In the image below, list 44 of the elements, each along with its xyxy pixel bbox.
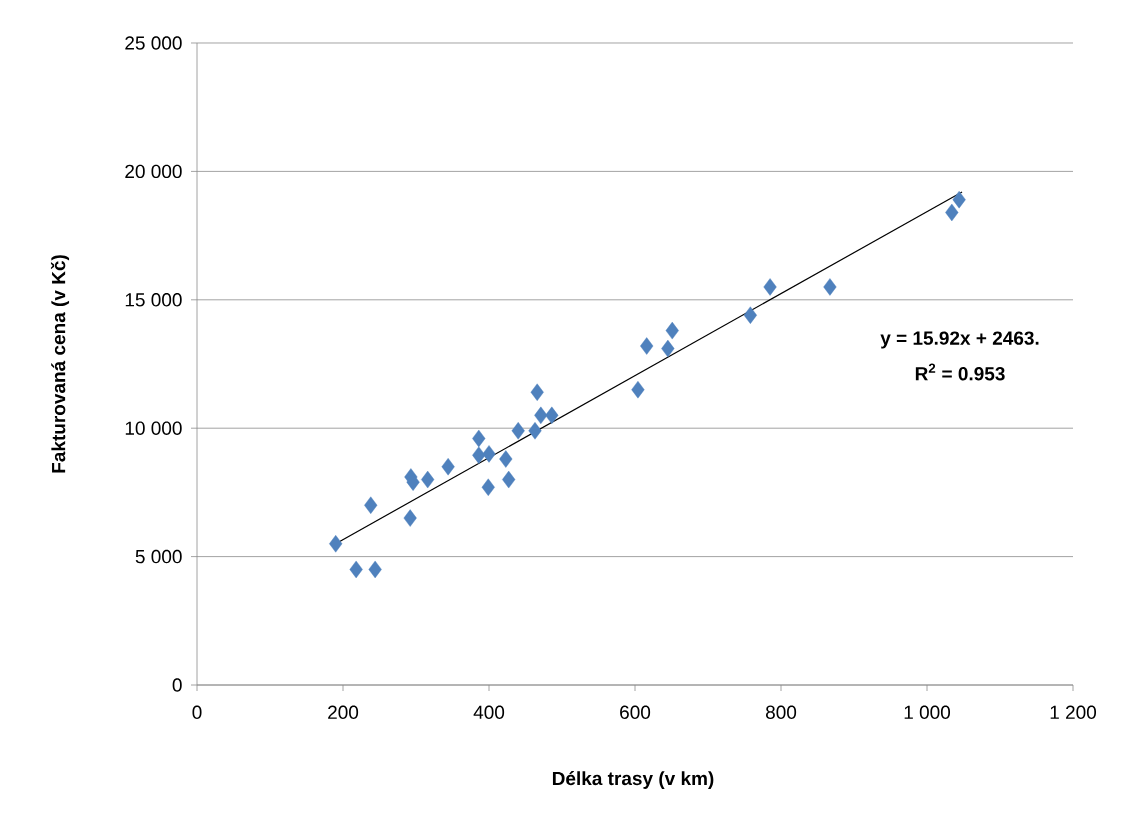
point [545, 406, 559, 425]
point [502, 470, 516, 489]
point [631, 380, 645, 399]
point [661, 339, 675, 358]
point [472, 446, 486, 464]
point [743, 306, 757, 324]
x-axis-title: Délka trasy (v km) [552, 771, 714, 789]
x-tick-label: 800 [765, 705, 797, 719]
y-tick-label: 10 000 [125, 421, 182, 435]
point [364, 496, 378, 514]
y-tick-label: 25 000 [125, 36, 182, 50]
point [952, 190, 966, 209]
x-tick-label: 200 [328, 705, 359, 719]
x-tick-label: 0 [192, 705, 202, 719]
y-tick-label: 20 000 [125, 164, 182, 179]
point [481, 478, 495, 496]
point [441, 458, 455, 476]
point [368, 560, 382, 579]
point [349, 560, 363, 579]
point [482, 445, 496, 463]
y-axis-title: Fakturovaná cena (v Kč) [50, 255, 70, 473]
point [640, 337, 654, 355]
point [472, 429, 486, 448]
y-tick-label: 15 000 [125, 293, 182, 307]
y-tick-label: 5 000 [135, 549, 182, 564]
annotation: R$^{2}$ = 0.953 [915, 363, 1005, 381]
annotation: y = 15.92x + 2463. [880, 331, 1039, 349]
point [763, 278, 777, 296]
point [665, 321, 679, 340]
point [499, 450, 513, 468]
point [528, 422, 542, 440]
x-tick-label: 600 [620, 705, 651, 719]
x-tick-label: 1 000 [904, 705, 951, 719]
point [329, 535, 343, 553]
point [403, 509, 417, 527]
point [530, 383, 544, 401]
y-tick-label: 0 [172, 678, 182, 692]
point [421, 470, 435, 489]
point [823, 278, 837, 296]
point [945, 203, 959, 222]
x-tick-label: 400 [473, 705, 505, 719]
point [511, 422, 525, 440]
point [534, 406, 548, 425]
x-tick-label: 1 200 [1050, 705, 1097, 719]
